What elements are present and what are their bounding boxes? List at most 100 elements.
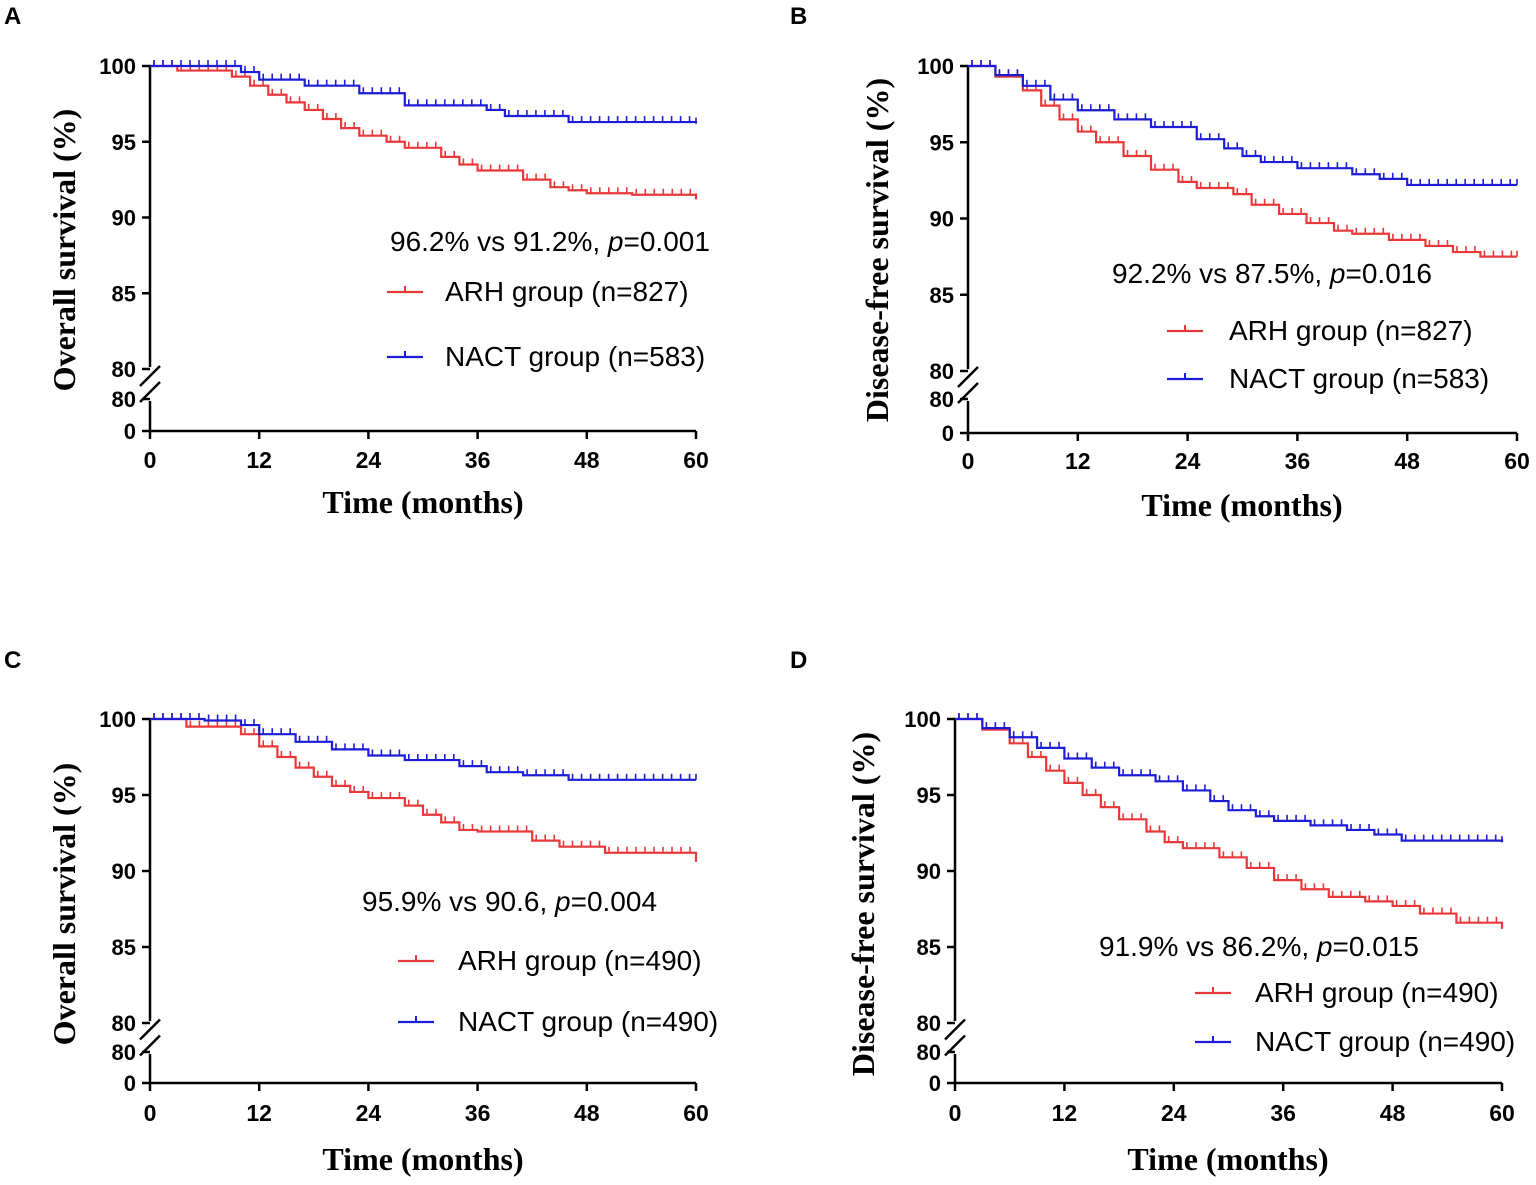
- x-axis-title: Time (months): [1127, 1141, 1328, 1177]
- km-curve-nact: [150, 717, 696, 781]
- x-tick-label: 48: [574, 447, 600, 473]
- censor-marks-arh: [153, 713, 697, 862]
- x-tick-label: 36: [465, 447, 491, 473]
- stat-annotation: 91.9% vs 86.2%, p=0.015: [1099, 931, 1419, 962]
- axis-break-mark: [139, 365, 161, 387]
- y-tick-label: 90: [930, 207, 954, 232]
- axis-break-mark: [957, 366, 979, 388]
- y-tick-label: 100: [904, 707, 941, 732]
- stat-p-symbol: p: [1316, 931, 1333, 962]
- legend: ARH group (n=490) NACT group (n=490): [398, 945, 718, 1037]
- y-tick-label: 80: [917, 1011, 941, 1036]
- stat-annotation: 95.9% vs 90.6, p=0.004: [362, 886, 657, 917]
- axis-break-mark: [139, 1018, 161, 1041]
- y-tick-label: 100: [99, 54, 136, 79]
- censor-marks-nact: [153, 60, 697, 124]
- panel-a: A 80 85 90 95 100 0 80 0 12 24 36 48 60 Time (months) O…: [4, 3, 710, 520]
- legend: ARH group (n=827) NACT group (n=583): [1167, 315, 1489, 394]
- legend-label-arh: ARH group (n=490): [458, 945, 702, 976]
- x-tick-label: 0: [144, 1100, 157, 1126]
- y-tick-label: 100: [99, 707, 136, 732]
- stat-p-value: =0.016: [1345, 258, 1431, 289]
- y-tick-label: 85: [917, 935, 941, 960]
- y-tick-label: 85: [112, 935, 136, 960]
- censor-marks-arh: [153, 60, 697, 200]
- stat-values: 95.9% vs 90.6,: [362, 886, 555, 917]
- panel-letter: B: [790, 3, 807, 30]
- x-tick-label: 60: [683, 1100, 709, 1126]
- stat-annotation: 96.2% vs 91.2%, p=0.001: [390, 226, 710, 257]
- y-tick-label: 0: [124, 419, 136, 444]
- y-axis-title: Disease-free survival (%): [859, 78, 895, 422]
- x-axis-title: Time (months): [1141, 487, 1342, 523]
- km-curve-arh: [968, 64, 1517, 258]
- y-tick-label: 80: [930, 387, 954, 412]
- stat-p-symbol: p: [554, 886, 571, 917]
- x-axis-title: Time (months): [322, 1141, 523, 1177]
- x-tick-label: 12: [1052, 1100, 1078, 1126]
- y-tick-label: 90: [112, 206, 136, 231]
- y-tick-label: 0: [124, 1071, 136, 1096]
- censor-marks-arh: [971, 60, 1518, 257]
- km-curve-arh: [150, 64, 698, 200]
- stat-p-symbol: p: [607, 226, 624, 257]
- y-axis-title: Disease-free survival (%): [845, 732, 881, 1076]
- y-axis-title: Overall survival (%): [46, 109, 82, 392]
- legend-label-nact: NACT group (n=583): [1229, 363, 1489, 394]
- stat-p-value: =0.001: [623, 226, 709, 257]
- legend-label-arh: ARH group (n=827): [1229, 315, 1473, 346]
- panel-c: C 80 85 90 95 100 0 80 0 12 24 36 48 60 Time (months) O…: [4, 647, 718, 1177]
- x-axis-title: Time (months): [322, 484, 523, 520]
- legend-label-nact: NACT group (n=490): [1255, 1026, 1515, 1057]
- x-tick-label: 24: [356, 447, 382, 473]
- x-tick-label: 36: [465, 1100, 491, 1126]
- legend-label-nact: NACT group (n=583): [445, 341, 705, 372]
- x-tick-label: 0: [949, 1100, 962, 1126]
- panel-letter: A: [4, 3, 21, 30]
- x-tick-label: 36: [1285, 448, 1311, 474]
- y-tick-label: 95: [112, 783, 136, 808]
- x-tick-label: 12: [1065, 448, 1091, 474]
- km-curve-arh: [150, 717, 698, 862]
- km-curve-nact: [968, 64, 1517, 187]
- panel-letter: D: [790, 647, 807, 674]
- legend-label-arh: ARH group (n=490): [1255, 977, 1499, 1008]
- y-tick-label: 95: [917, 783, 941, 808]
- km-curve-nact: [150, 64, 698, 124]
- y-tick-label: 80: [112, 387, 136, 412]
- y-tick-label: 0: [929, 1071, 941, 1096]
- y-tick-label: 85: [112, 281, 136, 306]
- x-tick-label: 0: [144, 447, 157, 473]
- x-tick-label: 60: [1504, 448, 1530, 474]
- y-tick-label: 100: [917, 54, 954, 79]
- x-tick-label: 60: [1489, 1100, 1515, 1126]
- x-tick-label: 48: [1380, 1100, 1406, 1126]
- axis-break-mark: [944, 1018, 966, 1041]
- x-tick-label: 24: [356, 1100, 382, 1126]
- y-tick-label: 80: [917, 1040, 941, 1065]
- y-tick-label: 95: [112, 130, 136, 155]
- y-tick-label: 85: [930, 283, 954, 308]
- legend-label-nact: NACT group (n=490): [458, 1006, 718, 1037]
- panel-letter: C: [4, 647, 21, 674]
- stat-annotation: 92.2% vs 87.5%, p=0.016: [1112, 258, 1432, 289]
- censor-marks-nact: [958, 713, 1503, 843]
- y-tick-label: 80: [930, 359, 954, 384]
- legend: ARH group (n=827) NACT group (n=583): [387, 276, 705, 372]
- x-tick-label: 36: [1270, 1100, 1296, 1126]
- y-tick-label: 80: [112, 1011, 136, 1036]
- km-curve-nact: [955, 717, 1504, 843]
- y-tick-label: 0: [942, 421, 954, 446]
- x-tick-label: 0: [962, 448, 975, 474]
- y-tick-label: 80: [112, 357, 136, 382]
- x-tick-label: 24: [1175, 448, 1201, 474]
- x-tick-label: 12: [246, 447, 272, 473]
- x-tick-label: 48: [574, 1100, 600, 1126]
- stat-values: 91.9% vs 86.2%,: [1099, 931, 1317, 962]
- y-tick-label: 95: [930, 130, 954, 155]
- legend-label-arh: ARH group (n=827): [445, 276, 689, 307]
- panel-d: D 80 85 90 95 100 0 80 0 12 24 36 48 60 Time (months) D…: [790, 647, 1515, 1177]
- panel-b: B 80 85 90 95 100 0 80 0 12 24 36 48 60 Time (months) D…: [790, 3, 1530, 523]
- y-axis-title: Overall survival (%): [46, 763, 82, 1046]
